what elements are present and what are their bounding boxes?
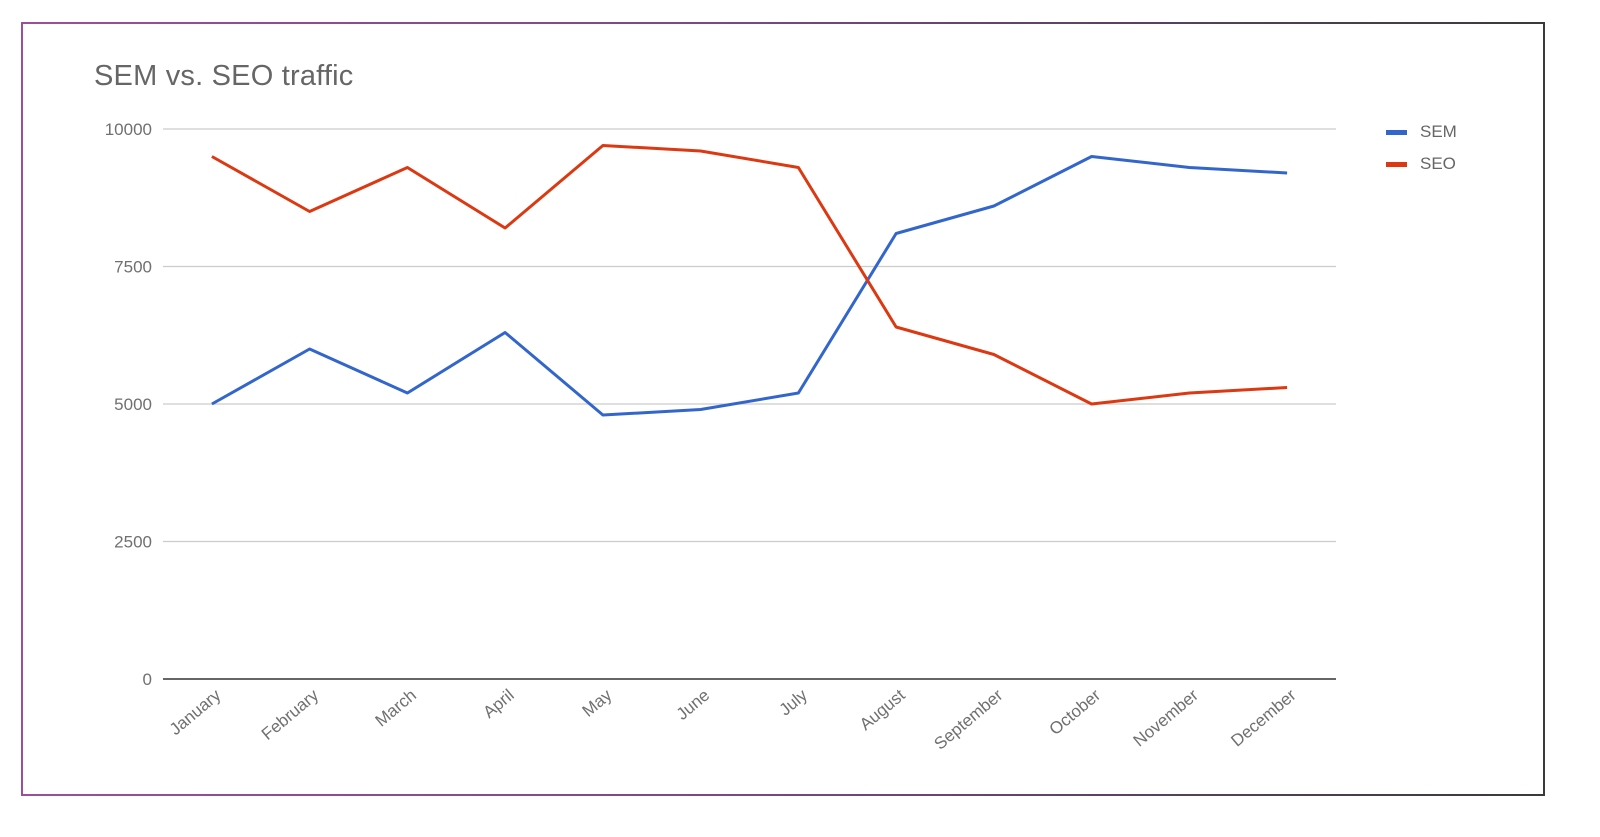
series-lines <box>211 144 1288 417</box>
legend-item-seo[interactable]: SEO <box>1386 148 1457 180</box>
legend-swatch-sem-icon <box>1386 129 1407 135</box>
x-tick-label: January <box>166 685 225 739</box>
x-tick-label: April <box>479 686 517 722</box>
x-axis-ticks: January February March April May June July Augu… <box>166 685 1300 753</box>
x-tick-label: September <box>931 685 1007 753</box>
x-tick-label: June <box>673 686 713 724</box>
y-tick-label: 2500 <box>114 533 152 552</box>
x-tick-label: August <box>856 685 909 734</box>
legend-item-sem[interactable]: SEM <box>1386 116 1457 148</box>
series-line-seo <box>211 144 1288 406</box>
x-tick-label: December <box>1227 685 1300 750</box>
x-tick-label: March <box>372 686 420 731</box>
gridlines <box>163 128 1336 543</box>
chart-title: SEM vs. SEO traffic <box>94 60 354 92</box>
legend-label-sem: SEM <box>1420 122 1457 141</box>
y-tick-label: 0 <box>143 670 152 689</box>
legend-swatch-seo-icon <box>1386 161 1407 167</box>
legend-label-seo: SEO <box>1420 154 1456 173</box>
x-tick-label: February <box>258 685 323 744</box>
x-tick-label: October <box>1046 685 1105 739</box>
y-axis-ticks: 0 2500 5000 7500 10000 <box>105 120 152 689</box>
chart-frame <box>21 22 1545 796</box>
y-tick-label: 5000 <box>114 395 152 414</box>
y-tick-label: 7500 <box>114 258 152 277</box>
legend: SEM SEO <box>1386 116 1457 180</box>
x-tick-label: May <box>579 685 616 721</box>
series-line-sem <box>211 155 1288 417</box>
y-tick-label: 10000 <box>105 120 152 139</box>
x-tick-label: November <box>1130 685 1203 750</box>
x-tick-label: July <box>776 685 812 719</box>
